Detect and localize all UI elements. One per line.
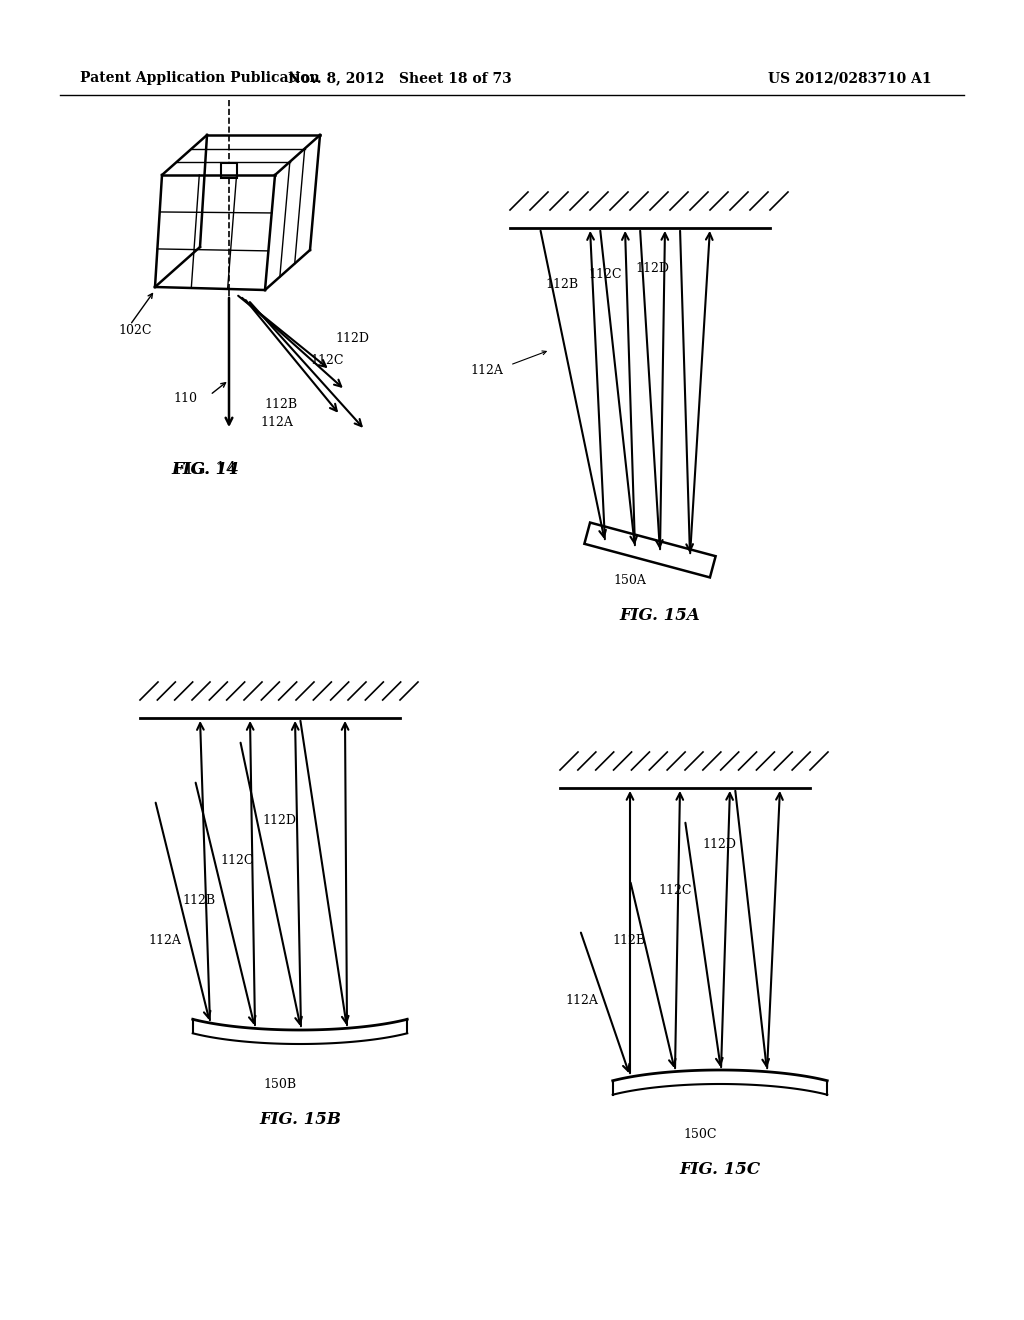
Text: FIG. 15B: FIG. 15B <box>259 1111 341 1129</box>
Text: 150B: 150B <box>263 1078 297 1092</box>
Text: 112D: 112D <box>635 261 669 275</box>
Text: 150A: 150A <box>613 573 646 586</box>
Text: Patent Application Publication: Patent Application Publication <box>80 71 319 84</box>
Text: US 2012/0283710 A1: US 2012/0283710 A1 <box>768 71 932 84</box>
Text: 112B: 112B <box>182 894 215 907</box>
Text: FIG. 15C: FIG. 15C <box>680 1162 761 1179</box>
Text: FIG. 14: FIG. 14 <box>171 462 239 479</box>
Text: 112B: 112B <box>545 279 579 292</box>
Text: 112D: 112D <box>262 813 296 826</box>
Text: 112C: 112C <box>310 354 343 367</box>
Text: 110: 110 <box>173 392 197 404</box>
Text: 112D: 112D <box>335 331 369 345</box>
Text: 112B: 112B <box>612 933 645 946</box>
Text: 112C: 112C <box>658 883 691 896</box>
Bar <box>221 162 237 178</box>
Text: 112A: 112A <box>470 363 503 376</box>
Text: 112A: 112A <box>148 933 181 946</box>
Text: 102C: 102C <box>118 323 152 337</box>
Text: 112C: 112C <box>588 268 622 281</box>
Text: 112A: 112A <box>565 994 598 1006</box>
Text: 112C: 112C <box>220 854 254 866</box>
Text: 112A: 112A <box>260 416 293 429</box>
Text: FIG. 15A: FIG. 15A <box>620 606 700 623</box>
Text: 150C: 150C <box>683 1129 717 1142</box>
Text: FIG. 14: FIG. 14 <box>174 462 237 479</box>
Text: 112D: 112D <box>702 838 736 851</box>
Polygon shape <box>585 523 716 577</box>
Text: Nov. 8, 2012   Sheet 18 of 73: Nov. 8, 2012 Sheet 18 of 73 <box>288 71 512 84</box>
Text: 112B: 112B <box>264 399 297 412</box>
